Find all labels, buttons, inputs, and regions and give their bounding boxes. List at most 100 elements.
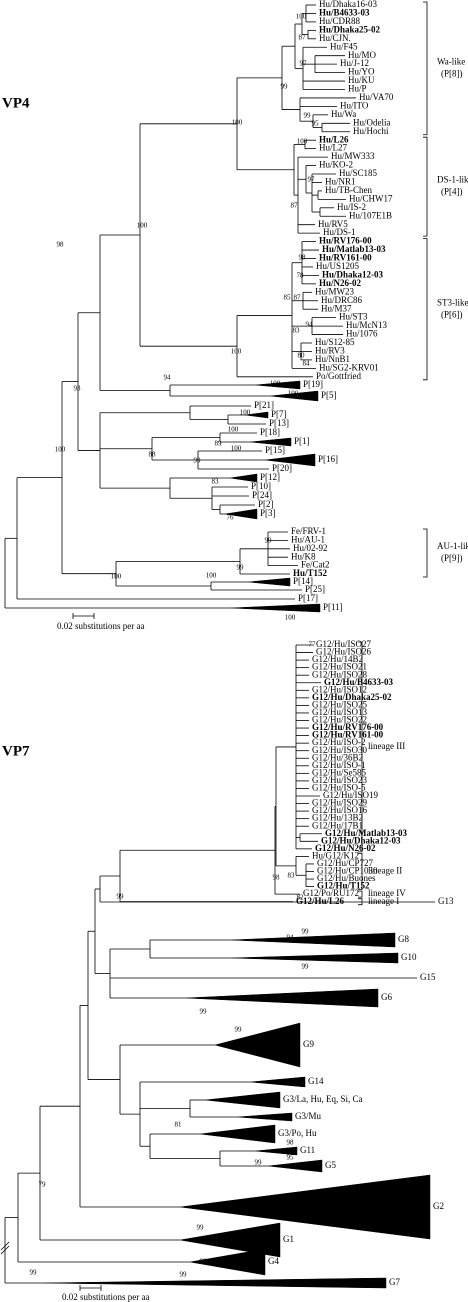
bootstrap-value: 98 xyxy=(287,1139,295,1147)
clade-label: ST3-like xyxy=(437,297,468,307)
bootstrap-value: 99 xyxy=(194,457,202,465)
leaf-label: Hu/CHW17 xyxy=(349,193,393,203)
leaf-label: G12/Hu/CP727 xyxy=(317,858,374,868)
collapsed-clade xyxy=(254,380,301,390)
clade-bracket xyxy=(358,641,363,853)
leaf-label: G12/Hu/Matlab13-03 xyxy=(325,828,408,838)
leaf-label: Hu/L27 xyxy=(319,143,347,153)
leaf-label: Hu/YO xyxy=(348,67,375,77)
bootstrap-value: 99 xyxy=(237,564,245,572)
bootstrap-value: 99 xyxy=(200,1258,208,1266)
leaf-label: G10 xyxy=(401,952,417,962)
leaf-label: Hu/J-12 xyxy=(340,58,369,68)
leaf-label: Hu/RV176-00 xyxy=(319,236,372,246)
leaf-label: Hu/NnB1 xyxy=(315,354,350,364)
leaf-label: G12/Hu/ISO23 xyxy=(312,775,368,785)
bootstrap-value: 98 xyxy=(273,874,281,882)
leaf-label: Hu/MW23 xyxy=(315,286,354,296)
leaf-label: Hu/S12-85 xyxy=(315,337,355,347)
bootstrap-value: 99 xyxy=(180,1271,188,1279)
leaf-label: Hu/KU xyxy=(348,75,375,85)
leaf-label: G11 xyxy=(300,1145,315,1155)
leaf-label: G3/Po, Hu xyxy=(278,1128,317,1138)
leaf-label: P[24] xyxy=(252,490,272,500)
leaf-label: G12/Hu/ISO-2 xyxy=(312,737,366,747)
panel-title: VP4 xyxy=(2,95,30,111)
leaf-label: G4 xyxy=(268,1256,279,1266)
bootstrap-value: 81 xyxy=(175,1121,183,1129)
bootstrap-value: 93 xyxy=(74,385,82,393)
clade-bracket xyxy=(423,1,428,136)
leaf-label: G8 xyxy=(398,934,409,944)
bootstrap-value: 99 xyxy=(265,537,273,545)
leaf-label: G12/Hu/ISO21 xyxy=(312,662,367,672)
leaf-label: G12/Hu/ISO29 xyxy=(312,798,368,808)
bootstrap-value: 97 xyxy=(300,60,308,68)
leaf-label: Hu/CJN. xyxy=(319,33,351,43)
bootstrap-value: 100 xyxy=(232,119,243,127)
clade-bracket xyxy=(423,238,428,381)
bootstrap-value: 94 xyxy=(164,374,172,382)
bootstrap-value: 87 xyxy=(299,34,307,42)
leaf-label: Hu/RV161-00 xyxy=(319,253,372,263)
collapsed-clade xyxy=(179,1222,281,1258)
leaf-label: Hu/P xyxy=(348,84,367,94)
leaf-label: G12/Hu/L26 xyxy=(296,896,345,906)
collapsed-clade xyxy=(229,932,396,948)
clade-label: lineage I xyxy=(368,896,399,906)
bootstrap-value: 87 xyxy=(291,202,299,210)
leaf-label: P[13] xyxy=(269,418,289,428)
leaf-label: G12/Hu/ISO16 xyxy=(312,805,368,815)
leaf-label: Hu/VA70 xyxy=(359,92,394,102)
leaf-label: G12/Po/RU172 xyxy=(303,888,359,898)
leaf-label: Hu/DS-1 xyxy=(323,227,356,237)
bootstrap-value: 100 xyxy=(228,426,239,434)
bootstrap-value: 99 xyxy=(304,112,312,120)
leaf-label: G9 xyxy=(303,1039,314,1049)
bootstrap-value: 98 xyxy=(299,254,307,262)
leaf-label: G12/Hu/ISO28 xyxy=(312,669,368,679)
leaf-label: Hu/G12/K12 xyxy=(312,850,359,860)
leaf-label: G12/Hu/ISO25 xyxy=(312,699,368,709)
bootstrap-value: 99 xyxy=(30,1269,38,1277)
leaf-label: Fe/FRV-1 xyxy=(291,526,326,536)
collapsed-clade xyxy=(244,411,269,419)
leaf-label: G12/Hu/ISO22 xyxy=(312,715,367,725)
bootstrap-value: 100 xyxy=(296,13,307,21)
leaf-label: P[3] xyxy=(260,508,276,518)
leaf-label: P[11] xyxy=(323,602,343,612)
bootstrap-value: 99 xyxy=(255,1159,263,1167)
bootstrap-value: 84 xyxy=(303,360,311,368)
collapsed-clade xyxy=(249,1076,306,1088)
leaf-label: Hu/IS-2 xyxy=(337,202,366,212)
collapsed-clade xyxy=(247,577,291,587)
collapsed-clade xyxy=(249,437,292,447)
leaf-label: P[19] xyxy=(303,379,323,389)
leaf-label: Hu/McN13 xyxy=(346,320,387,330)
leaf-label: P[15] xyxy=(265,445,285,455)
collapsed-clade xyxy=(229,603,321,613)
leaf-label: Hu/MW333 xyxy=(331,151,375,161)
leaf-label: Hu/Wa xyxy=(331,109,356,119)
leaf-label: G12/Hu/14B2 xyxy=(312,654,363,664)
collapsed-clade xyxy=(229,952,399,964)
leaf-label: Hu/Odelia xyxy=(353,117,391,127)
leaf-label: Hu/107E1B xyxy=(349,210,392,220)
bootstrap-value: 87 xyxy=(294,294,302,302)
leaf-label: Hu/L26 xyxy=(319,134,349,144)
leaf-label: Hu/ITO xyxy=(340,100,369,110)
bootstrap-value: 99 xyxy=(302,963,310,971)
leaf-label: G5 xyxy=(325,1160,336,1170)
collapsed-clade xyxy=(236,1112,293,1122)
bootstrap-value: 100 xyxy=(231,445,242,453)
leaf-label: G12/Hu/ISO27 xyxy=(316,639,372,649)
leaf-label: G12/Hu/13B2 xyxy=(312,813,363,823)
leaf-label: G12/Hu/ISO12 xyxy=(312,684,367,694)
clade-bracket xyxy=(358,898,363,906)
bootstrap-value: 99 xyxy=(200,1008,208,1016)
leaf-label: Hu/N26-02 xyxy=(319,278,362,288)
clade-label: lineage II xyxy=(368,866,402,876)
bootstrap-value: 77 xyxy=(309,641,317,649)
bootstrap-value: 99 xyxy=(302,928,310,936)
collapsed-clade xyxy=(179,1174,431,1240)
